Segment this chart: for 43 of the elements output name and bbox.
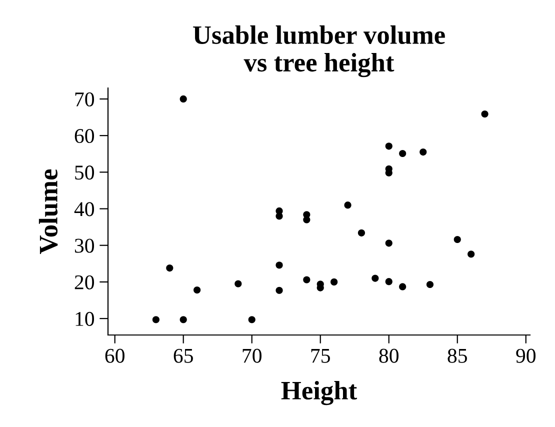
point xyxy=(330,278,338,286)
chart-title: Usable lumber volume vs tree height xyxy=(193,25,445,78)
point xyxy=(385,142,392,150)
point xyxy=(399,150,406,158)
point xyxy=(180,95,187,103)
point xyxy=(276,212,283,220)
point xyxy=(166,264,174,272)
point xyxy=(276,286,283,294)
point xyxy=(468,250,475,258)
point xyxy=(180,316,187,324)
x-tick-label: 70 xyxy=(242,348,262,363)
y-tick-label: 10 xyxy=(76,312,94,326)
point xyxy=(372,274,379,282)
y-axis-title: Volume xyxy=(38,169,58,254)
point xyxy=(420,148,427,156)
point xyxy=(276,262,283,269)
y-tick-label: 40 xyxy=(74,202,94,216)
y-tick-label: 20 xyxy=(74,275,94,290)
point xyxy=(426,280,434,288)
point xyxy=(194,286,201,294)
point xyxy=(303,276,310,284)
x-axis-title: Height xyxy=(281,380,357,406)
point xyxy=(481,110,488,118)
x-tick-label: 65 xyxy=(174,348,193,363)
point xyxy=(303,216,310,224)
x-tick-label: 60 xyxy=(105,348,124,363)
x-tick-label: 75 xyxy=(311,349,330,363)
point xyxy=(234,280,242,288)
point xyxy=(454,236,461,244)
point xyxy=(358,229,366,236)
y-tick-label: 70 xyxy=(75,92,94,106)
y-tick-label: 60 xyxy=(74,128,94,144)
x-tick-label: 85 xyxy=(448,348,467,363)
point xyxy=(152,316,160,324)
point xyxy=(248,316,256,324)
x-tick-label: 80 xyxy=(379,348,398,363)
point xyxy=(399,283,406,290)
point xyxy=(385,278,392,286)
point xyxy=(385,240,392,247)
point xyxy=(344,202,352,209)
x-tick-label: 90 xyxy=(516,348,536,363)
y-tick-label: 50 xyxy=(75,166,94,180)
y-tick-label: 30 xyxy=(74,238,94,253)
